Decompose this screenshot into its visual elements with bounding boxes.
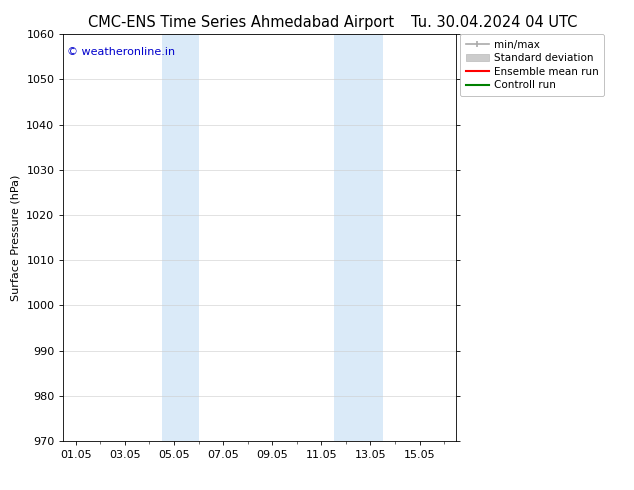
Text: Tu. 30.04.2024 04 UTC: Tu. 30.04.2024 04 UTC	[411, 15, 578, 30]
Legend: min/max, Standard deviation, Ensemble mean run, Controll run: min/max, Standard deviation, Ensemble me…	[460, 34, 604, 96]
Bar	[162, 34, 198, 441]
Text: © weatheronline.in: © weatheronline.in	[67, 47, 176, 56]
Text: CMC-ENS Time Series Ahmedabad Airport: CMC-ENS Time Series Ahmedabad Airport	[88, 15, 394, 30]
Bar	[333, 34, 383, 441]
Y-axis label: Surface Pressure (hPa): Surface Pressure (hPa)	[11, 174, 21, 301]
